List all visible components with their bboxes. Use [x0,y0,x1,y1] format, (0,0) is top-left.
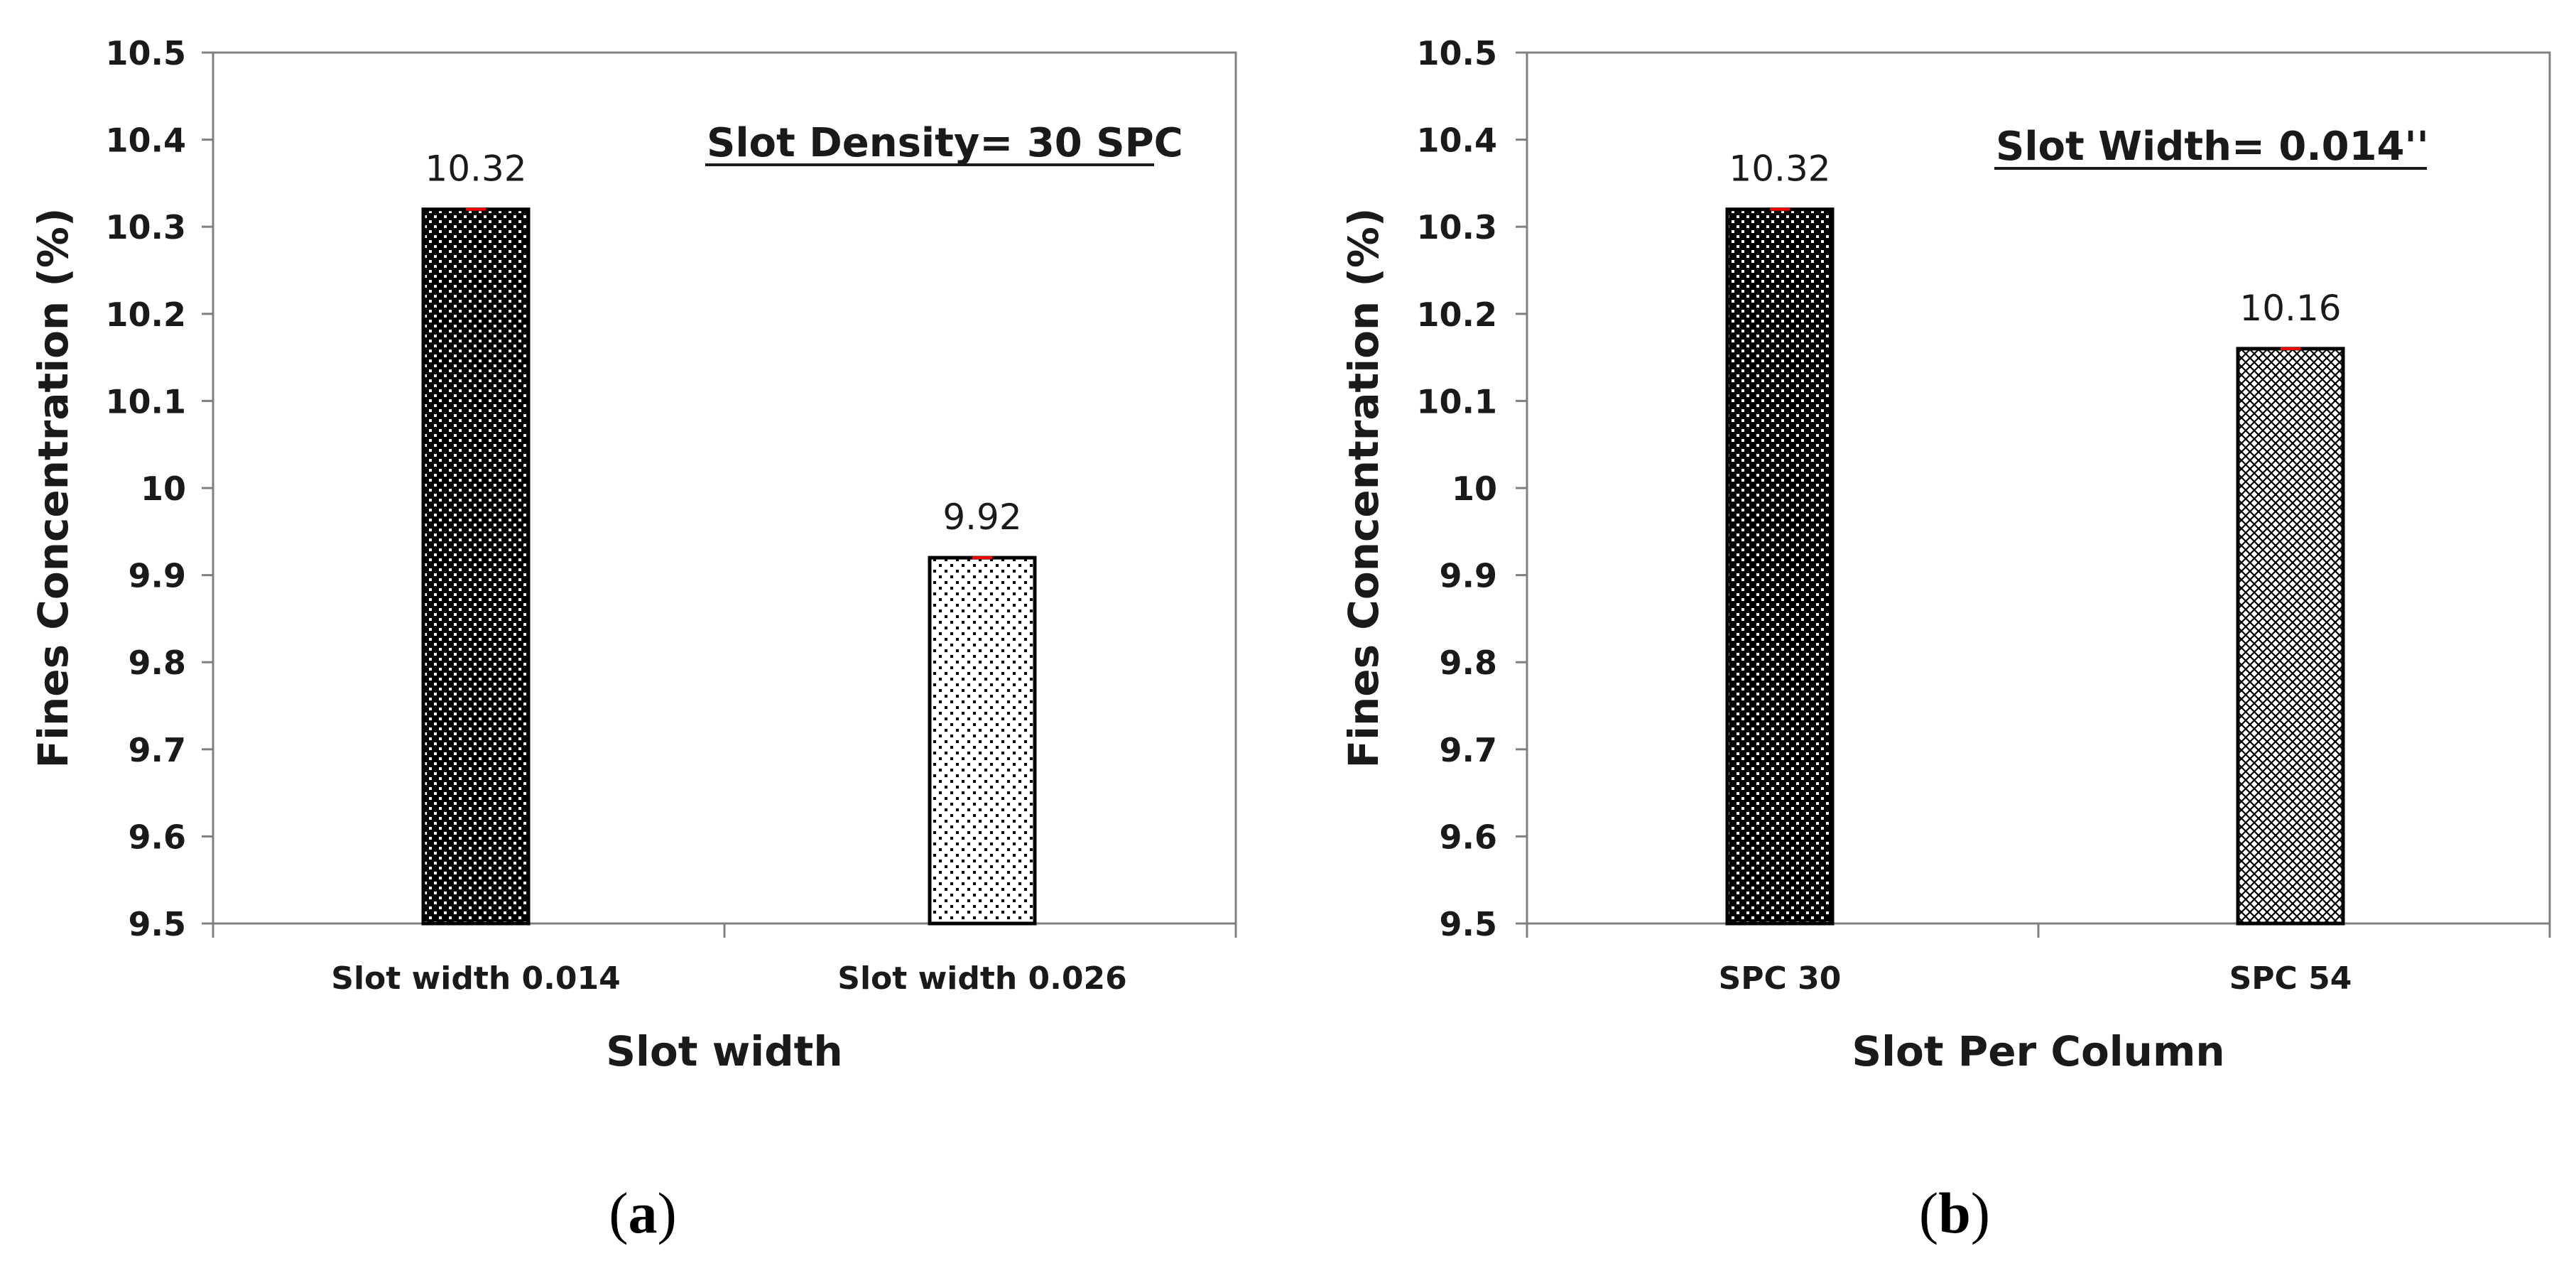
panel-letter: a [629,1181,658,1245]
y-tick-label: 9.7 [1440,731,1498,769]
chart-panel-a: 9.5 9.6 9.7 9.8 9.9 10 10.1 10.2 10.3 10.4 10.5 10.… [29,34,1237,1245]
chart-title: Slot Width= 0.014'' [1996,124,2429,170]
y-tick-label: 9.6 [129,818,187,856]
y-tick-label: 10.5 [1417,34,1498,72]
x-category-label: SPC 30 [1719,960,1842,997]
panel-label: (b) [1919,1181,1990,1245]
chart-panel-b: 9.5 9.6 9.7 9.8 9.9 10 10.1 10.2 10.3 10.4 10.5 10.… [1339,34,2551,1245]
chart-title: Slot Density= 30 SPC [707,120,1183,166]
y-tick-label: 10.2 [1417,296,1498,334]
x-category-label: Slot width 0.014 [331,960,620,997]
y-tick-label: 9.5 [1440,905,1498,943]
y-tick-label: 10.1 [106,382,187,421]
bar-1 [421,207,531,926]
x-category-label: SPC 54 [2229,960,2352,997]
bar-1 [1725,207,1835,926]
panel-letter: b [1938,1181,1971,1245]
y-tick-label: 10 [141,470,186,508]
data-label: 10.16 [2239,288,2341,329]
y-tick-label: 10.3 [1417,208,1498,247]
plot-area-frame [212,51,1237,925]
y-tick-label: 9.7 [129,731,187,769]
x-axis-label: Slot width [606,1027,842,1076]
y-tick-label: 10.1 [1417,382,1498,421]
y-tick-label: 10.2 [106,296,187,334]
y-tick-label: 9.5 [129,905,187,943]
bar-2 [2236,347,2345,926]
data-label: 9.92 [942,497,1021,538]
x-category-label: Slot width 0.026 [837,960,1126,997]
bar-2 [928,556,1037,926]
y-axis-label: Fines Concentration (%) [1339,207,1388,768]
y-tick-label: 10.5 [106,34,187,72]
y-tick-label: 9.8 [129,644,187,682]
y-tick-label: 10.3 [106,208,187,247]
x-axis-label: Slot Per Column [1852,1027,2224,1076]
y-tick-label: 10 [1452,470,1497,508]
y-tick-label: 9.9 [1440,557,1498,595]
y-axis-label: Fines Concentration (%) [29,207,77,768]
y-tick-label: 10.4 [106,121,187,160]
y-tick-label: 9.6 [1440,818,1498,856]
plot-area-frame [1526,51,2551,925]
data-label: 10.32 [425,148,526,190]
panel-label: (a) [609,1181,677,1245]
data-label: 10.32 [1729,148,1830,190]
y-tick-label: 9.8 [1440,644,1498,682]
y-tick-label: 9.9 [129,557,187,595]
y-tick-label: 10.4 [1417,121,1498,160]
